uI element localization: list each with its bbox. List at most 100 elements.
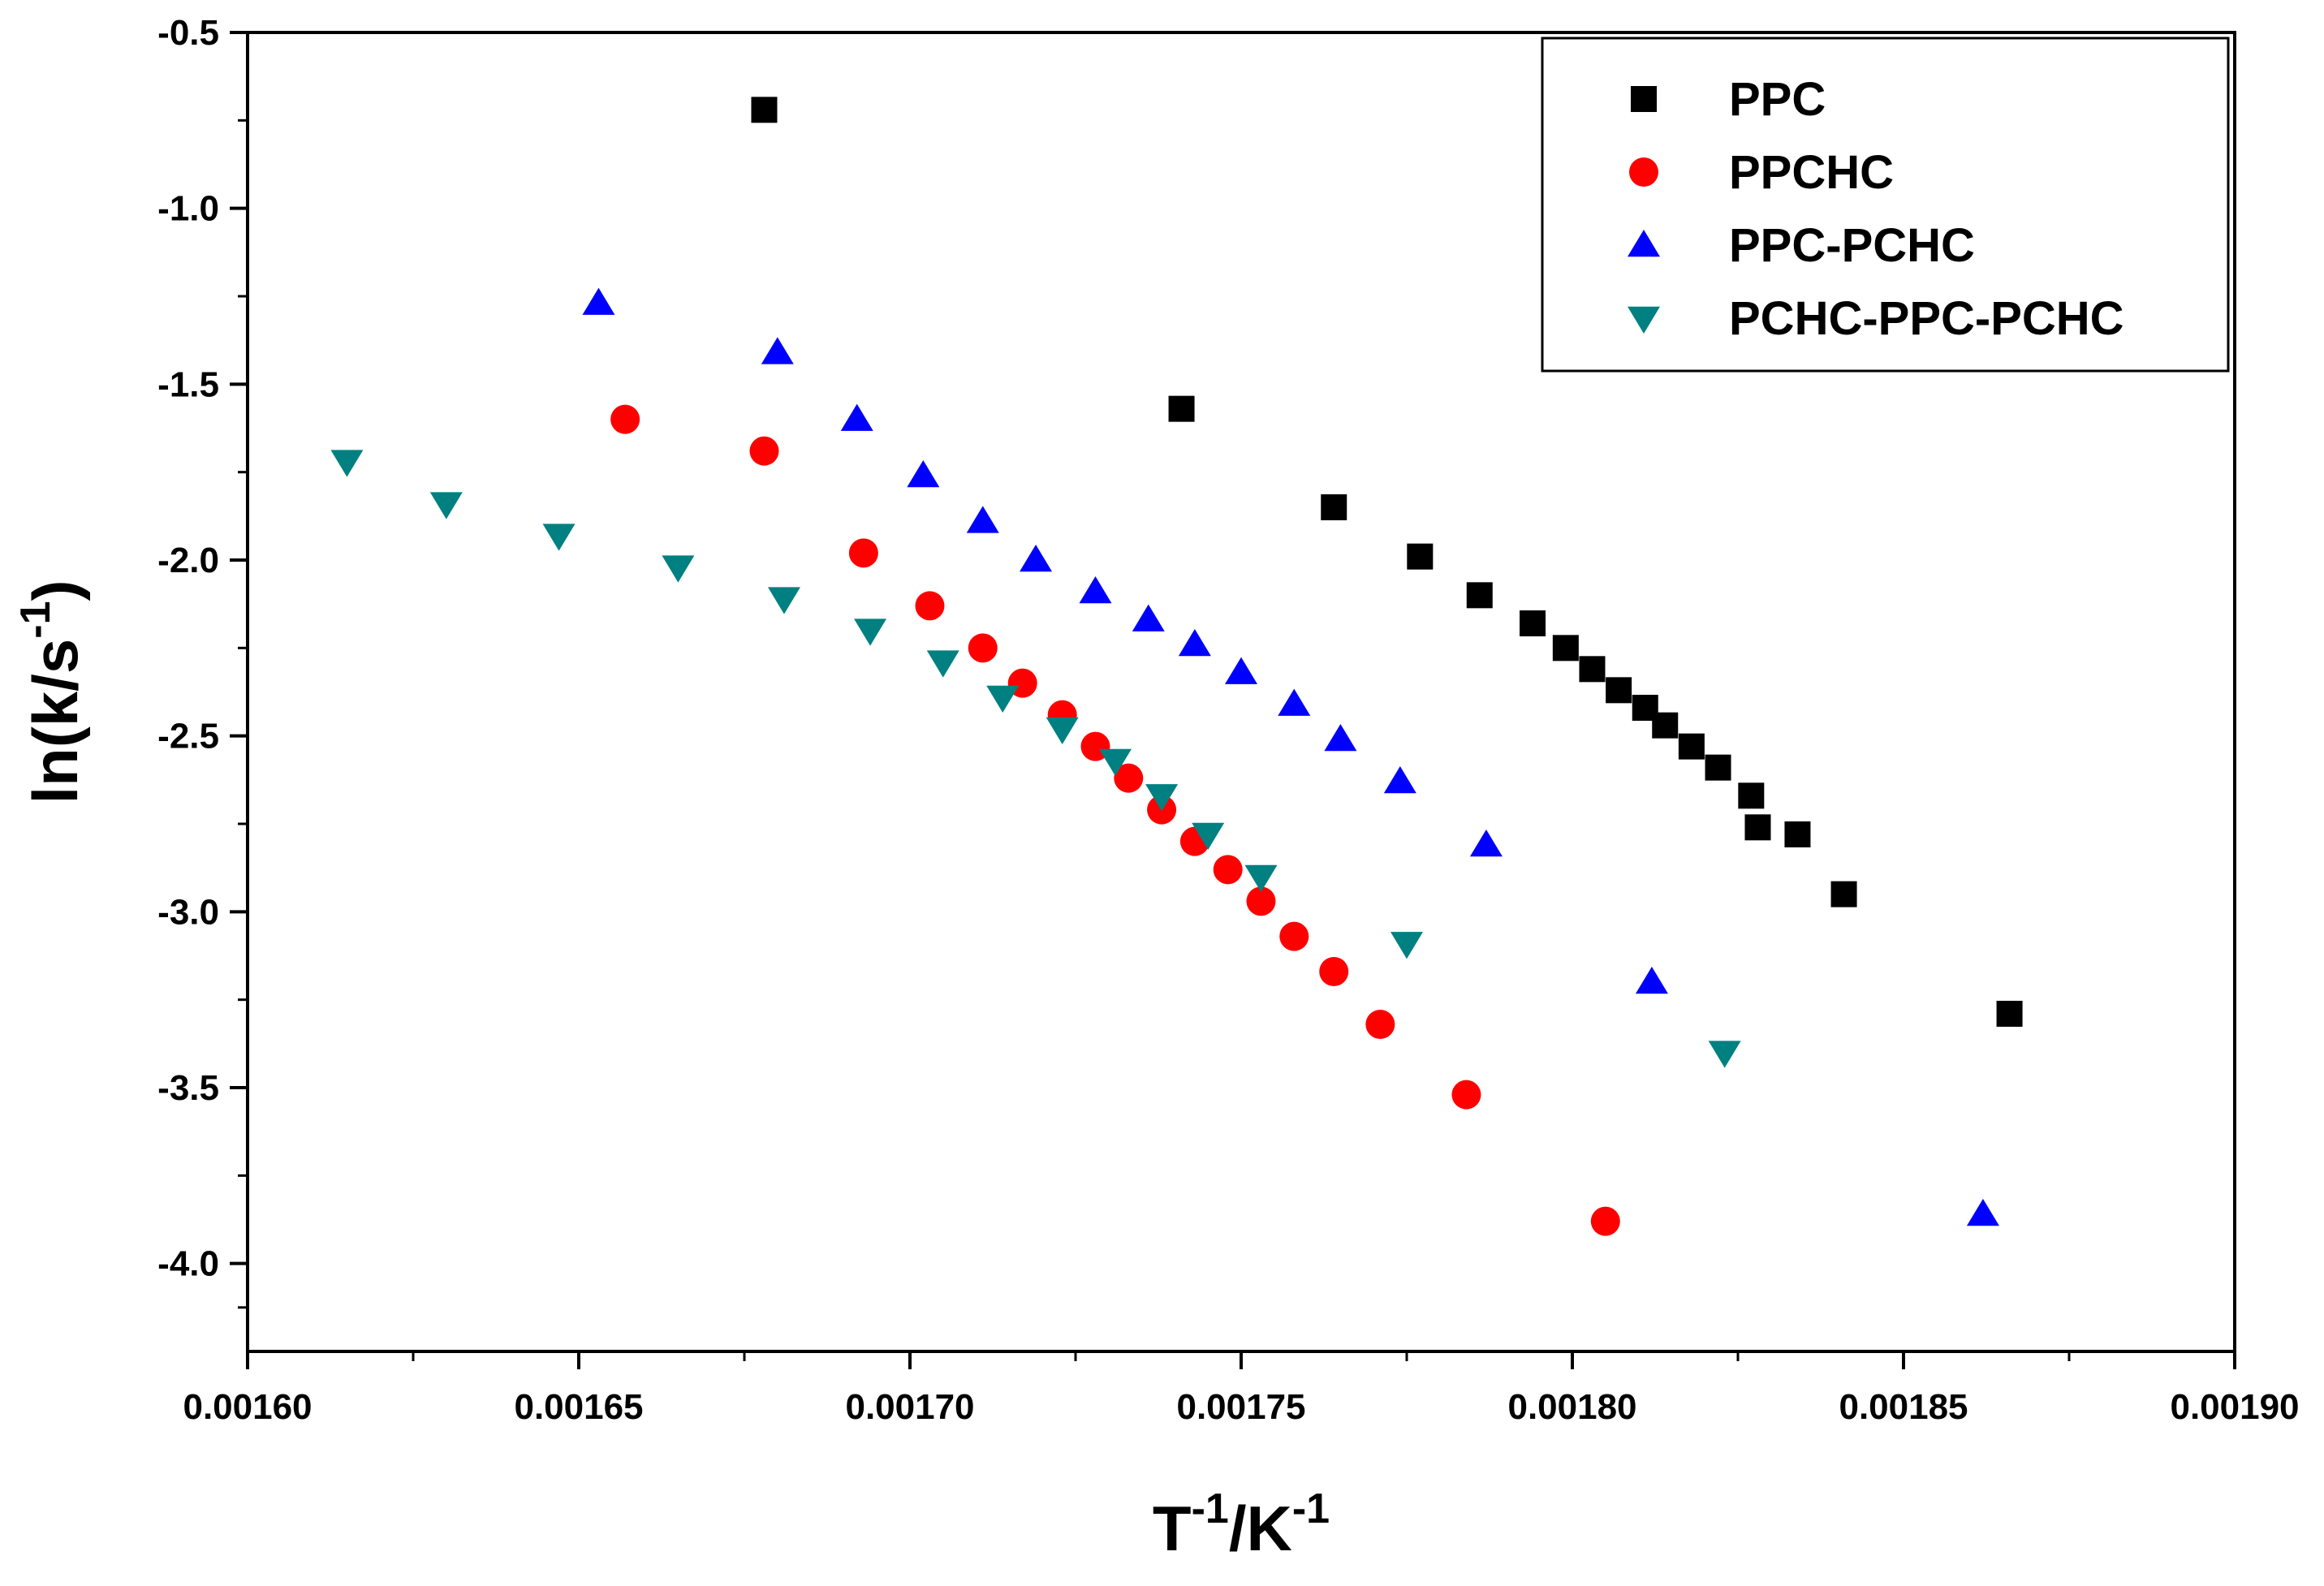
x-axis-title-sup-2: -1 xyxy=(1292,1485,1330,1532)
data-point-ppc xyxy=(1678,733,1705,760)
legend-label-ppchc: PPCHC xyxy=(1729,146,1894,199)
data-point-ppc xyxy=(1738,782,1765,809)
data-point-ppchc xyxy=(1451,1080,1481,1110)
data-point-pchc-ppc-pchc xyxy=(1244,864,1278,892)
legend-label-ppc-pchc: PPC-PCHC xyxy=(1729,219,1975,272)
data-point-pchc-ppc-pchc xyxy=(1192,822,1225,850)
data-point-ppc-pchc xyxy=(966,506,999,533)
data-point-ppchc xyxy=(915,591,945,621)
data-point-ppc-pchc xyxy=(1278,688,1311,716)
data-point-ppc-pchc xyxy=(1383,766,1416,794)
data-point-pchc-ppc-pchc xyxy=(854,618,887,646)
data-point-pchc-ppc-pchc xyxy=(1098,748,1132,776)
data-point-ppc-pchc xyxy=(1020,545,1053,572)
data-point-ppc xyxy=(1552,635,1579,662)
data-point-ppchc xyxy=(848,538,878,568)
data-point-ppc xyxy=(1520,610,1546,636)
data-point-ppc xyxy=(1606,677,1632,704)
x-tick-label: 0.00185 xyxy=(1839,1387,1968,1427)
data-point-ppchc xyxy=(1213,855,1243,885)
x-axis-ticks: 0.00160 0.00165 0.00170 0.00175 0.00180 0.001… xyxy=(183,1351,2300,1427)
data-point-ppchc xyxy=(1279,921,1309,951)
y-tick-label: -0.5 xyxy=(157,13,219,53)
legend-marker-ppchc xyxy=(1629,157,1658,187)
x-axis-title-unit: /K xyxy=(1229,1493,1292,1564)
y-axis-title-base: ln(k/s xyxy=(19,639,91,804)
data-point-ppc-pchc xyxy=(1966,1199,1999,1226)
data-point-pchc-ppc-pchc xyxy=(542,524,576,551)
y-tick-label: -3.5 xyxy=(157,1068,219,1108)
data-point-pchc-ppc-pchc xyxy=(1046,717,1079,744)
legend-label-pchc-ppc-pchc: PCHC-PPC-PCHC xyxy=(1729,292,2124,345)
data-point-ppchc xyxy=(610,404,640,434)
data-point-ppc-pchc xyxy=(1178,629,1211,657)
data-point-ppc xyxy=(1407,543,1434,570)
y-tick-label: -3.0 xyxy=(157,892,219,932)
x-axis-title-sup-1: -1 xyxy=(1192,1485,1229,1532)
y-tick-label: -2.0 xyxy=(157,541,219,580)
data-point-ppchc xyxy=(749,436,779,466)
series-pchc-ppc-pchc xyxy=(330,450,1741,1068)
data-point-ppc-pchc xyxy=(582,287,615,315)
data-point-ppc xyxy=(1652,712,1679,739)
x-tick-label: 0.00160 xyxy=(183,1387,312,1427)
data-point-ppchc xyxy=(1590,1206,1620,1236)
data-point-ppc xyxy=(1830,881,1857,907)
legend: PPC PPCHC PPC-PCHC PCHC-PPC-PCHC xyxy=(1541,37,2230,373)
data-point-ppc-pchc xyxy=(1225,657,1257,684)
data-point-pchc-ppc-pchc xyxy=(1391,932,1423,959)
y-axis-ticks: -0.5 -1.0 -1.5 -2.0 -2.5 -3.0 -3.5 -4.0 xyxy=(157,13,248,1309)
data-points xyxy=(330,97,2023,1236)
data-point-pchc-ppc-pchc xyxy=(429,492,463,519)
x-axis-title: T-1/K-1 xyxy=(1153,1485,1330,1564)
data-point-pchc-ppc-pchc xyxy=(330,450,364,477)
data-point-pchc-ppc-pchc xyxy=(1708,1041,1741,1068)
data-point-ppc-pchc xyxy=(1635,967,1668,994)
legend-marker-ppc xyxy=(1631,86,1657,112)
x-tick-label: 0.00175 xyxy=(1176,1387,1305,1427)
x-tick-label: 0.00180 xyxy=(1507,1387,1636,1427)
x-tick-label: 0.00170 xyxy=(845,1387,974,1427)
x-tick-label: 0.00190 xyxy=(2170,1387,2299,1427)
plot-area-frame xyxy=(246,31,2236,1353)
series-ppc-pchc xyxy=(582,287,1999,1226)
data-point-ppc-pchc xyxy=(1324,724,1357,752)
x-axis-title-base: T xyxy=(1153,1493,1192,1564)
data-point-ppchc xyxy=(1114,763,1144,793)
data-point-ppc-pchc xyxy=(840,403,873,431)
y-tick-label: -1.0 xyxy=(157,189,219,229)
data-point-pchc-ppc-pchc xyxy=(767,587,800,614)
legend-label-ppc: PPC xyxy=(1729,73,1826,126)
data-point-ppc xyxy=(1466,582,1493,609)
data-point-ppc xyxy=(751,97,778,123)
data-point-ppc-pchc xyxy=(1469,830,1503,857)
series-ppc xyxy=(751,97,2023,1027)
data-point-ppc-pchc xyxy=(761,337,794,364)
data-point-ppc-pchc xyxy=(1132,604,1165,631)
data-point-ppc xyxy=(1579,656,1606,683)
data-point-ppc xyxy=(1321,494,1347,520)
y-axis-title-sup: -1 xyxy=(12,601,59,639)
y-axis-title: ln(k/s-1) xyxy=(12,580,91,804)
y-tick-label: -1.5 xyxy=(157,364,219,404)
legend-marker-pchc-ppc-pchc xyxy=(1628,306,1660,334)
data-point-ppc xyxy=(1996,1001,2023,1027)
y-tick-label: -2.5 xyxy=(157,717,219,756)
y-axis-title-end: ) xyxy=(19,580,91,601)
data-point-ppc xyxy=(1784,821,1811,847)
data-point-pchc-ppc-pchc xyxy=(986,685,1020,713)
data-point-ppc xyxy=(1744,814,1771,841)
data-point-ppc xyxy=(1168,395,1195,422)
data-point-ppc-pchc xyxy=(907,460,940,488)
data-point-ppc xyxy=(1705,754,1731,781)
data-point-pchc-ppc-pchc xyxy=(926,650,959,678)
x-tick-label: 0.00165 xyxy=(514,1387,643,1427)
legend-marker-ppc-pchc xyxy=(1628,230,1660,257)
data-point-ppchc xyxy=(1319,957,1349,986)
data-point-pchc-ppc-pchc xyxy=(662,555,695,583)
data-point-ppc-pchc xyxy=(1079,576,1112,604)
y-tick-label: -4.0 xyxy=(157,1244,219,1284)
data-point-ppchc xyxy=(968,633,998,663)
data-point-ppchc xyxy=(1246,886,1276,916)
